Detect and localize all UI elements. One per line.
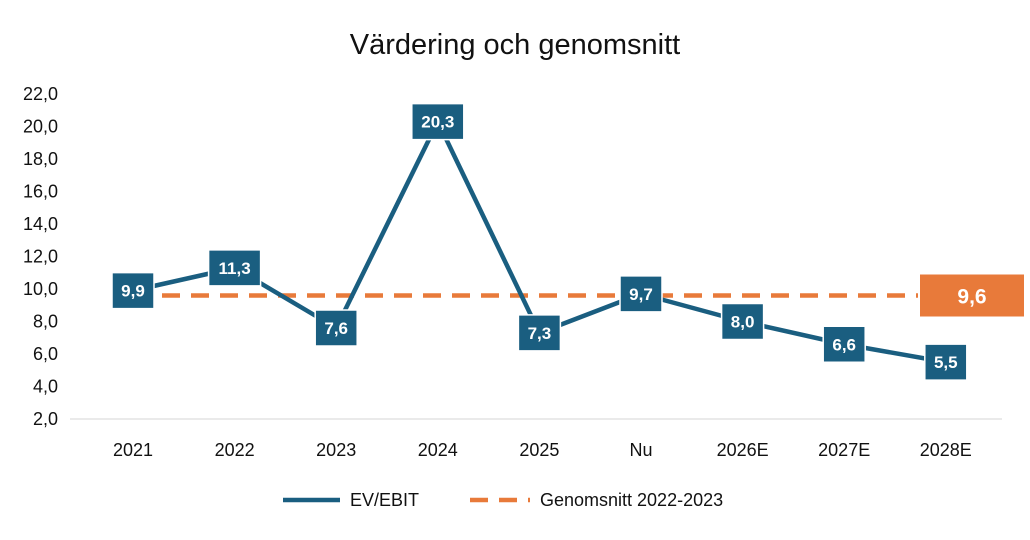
y-tick-label: 20,0 [23, 117, 58, 137]
data-label: 6,6 [832, 335, 856, 354]
x-tick-label: 2026E [717, 440, 769, 460]
y-tick-label: 18,0 [23, 149, 58, 169]
y-axis: 2,0 4,0 6,0 8,0 10,0 12,0 14,0 16,0 18,0 20,0 22,0 [23, 84, 58, 429]
x-tick-label: Nu [629, 440, 652, 460]
y-tick-label: 8,0 [33, 312, 58, 332]
data-label-box [720, 302, 765, 341]
x-tick-label: 2027E [818, 440, 870, 460]
x-axis: 2021 2022 2023 2024 2025 Nu 2026E 2027E 2028E [70, 418, 1002, 460]
data-label: 8,0 [731, 313, 755, 332]
legend-label-average: Genomsnitt 2022-2023 [540, 490, 723, 510]
data-label: 7,6 [324, 319, 348, 338]
data-label: 7,3 [528, 324, 552, 343]
x-tick-label: 2025 [519, 440, 559, 460]
ev-ebit-series: 9,9 11,3 7,6 20,3 7,3 9,7 8,0 6,6 5,5 [111, 102, 968, 381]
data-label: 9,7 [629, 285, 653, 304]
data-label: 11,3 [219, 259, 251, 278]
legend-label-ev-ebit: EV/EBIT [350, 490, 419, 510]
average-data-label: 9,6 [957, 286, 986, 309]
data-label: 5,5 [934, 353, 958, 372]
data-label-box [411, 102, 465, 141]
y-tick-label: 10,0 [23, 279, 58, 299]
y-tick-label: 4,0 [33, 377, 58, 397]
y-tick-label: 14,0 [23, 214, 58, 234]
legend: EV/EBIT Genomsnitt 2022-2023 [283, 490, 723, 510]
x-tick-label: 2021 [113, 440, 153, 460]
y-tick-label: 16,0 [23, 182, 58, 202]
average-value-box [920, 274, 1024, 317]
data-label: 20,3 [421, 113, 454, 132]
data-label-box [207, 249, 262, 287]
data-label-box [822, 325, 866, 363]
x-tick-label: 2023 [316, 440, 356, 460]
data-label: 9,9 [121, 282, 145, 301]
x-tick-label: 2024 [418, 440, 458, 460]
data-label-box [111, 271, 155, 310]
data-label-box [924, 343, 968, 381]
y-tick-label: 6,0 [33, 344, 58, 364]
y-tick-label: 2,0 [33, 409, 58, 429]
data-label-box [314, 309, 358, 347]
x-tick-label: 2022 [215, 440, 255, 460]
average-series: 9,6 [133, 274, 1024, 317]
y-tick-label: 12,0 [23, 247, 58, 267]
x-tick-label: 2028E [920, 440, 972, 460]
y-tick-label: 22,0 [23, 84, 58, 104]
data-label-box [619, 275, 663, 313]
chart-title: Värdering och genomsnitt [350, 29, 680, 61]
data-label-box [517, 314, 562, 352]
